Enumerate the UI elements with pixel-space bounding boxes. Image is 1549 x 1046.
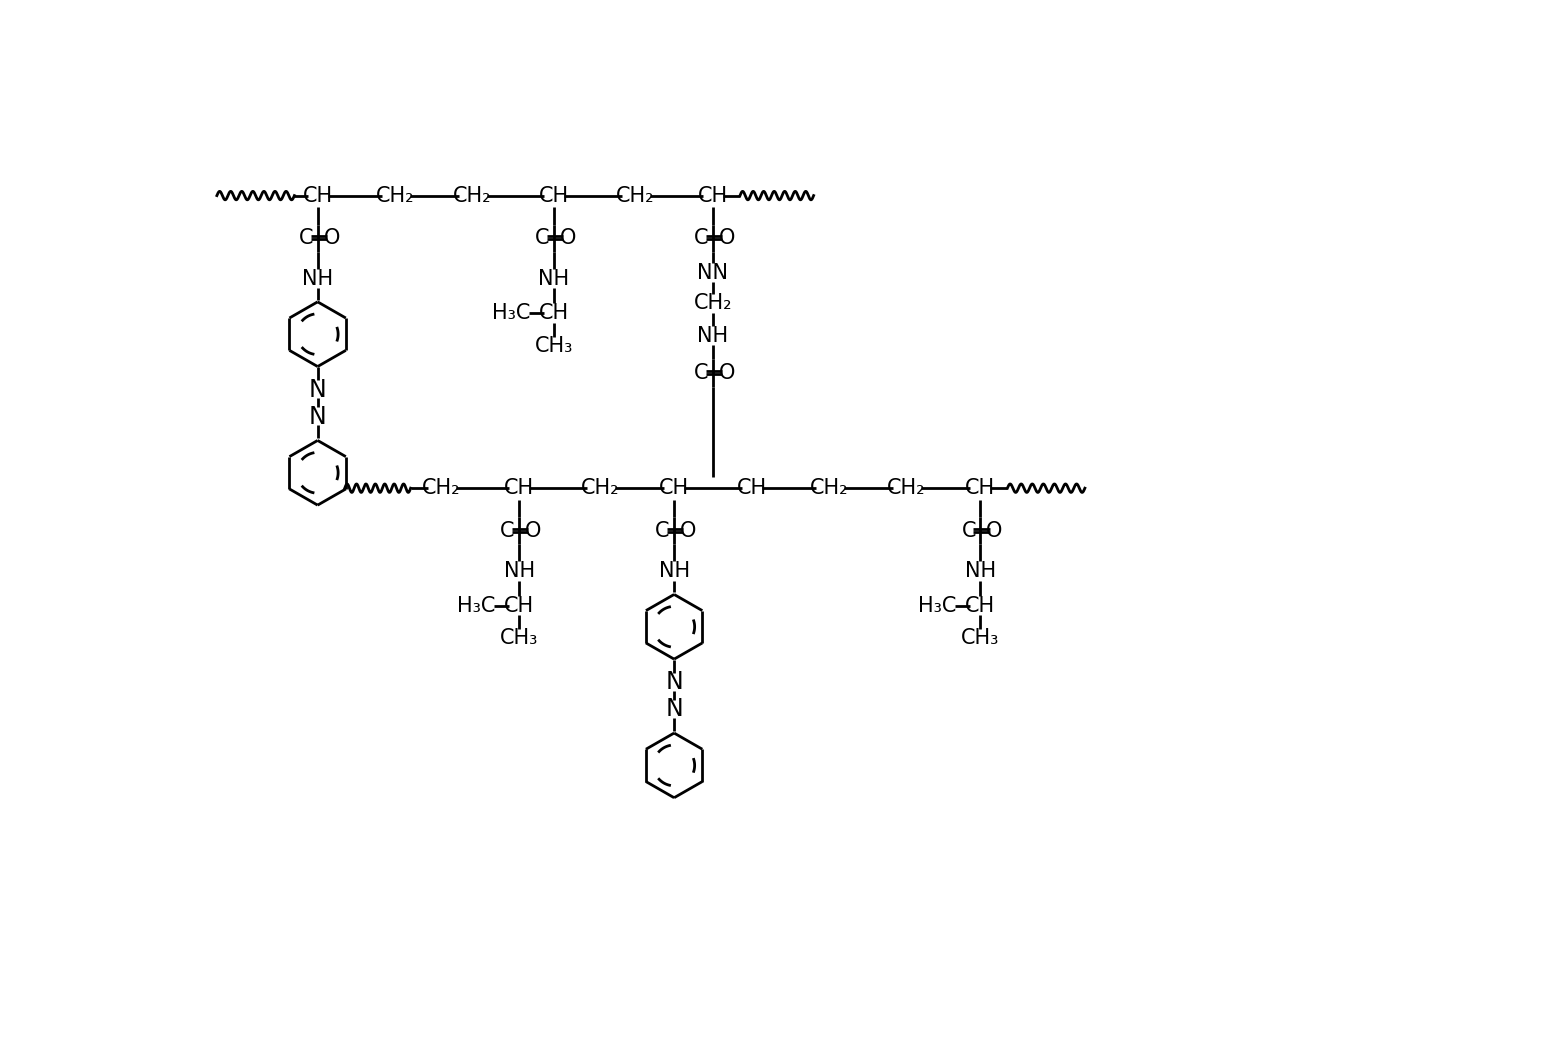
Text: N: N (665, 698, 683, 721)
Text: CH: CH (503, 478, 534, 498)
Text: C: C (500, 521, 514, 541)
Text: CH: CH (965, 478, 996, 498)
Text: CH: CH (697, 185, 728, 206)
Text: H₃C: H₃C (493, 303, 531, 323)
Text: NN: NN (697, 263, 728, 282)
Text: C: C (534, 228, 550, 248)
Text: CH: CH (539, 303, 568, 323)
Text: NH: NH (302, 269, 333, 289)
Text: O: O (680, 521, 696, 541)
Text: CH₂: CH₂ (423, 478, 462, 498)
Text: C: C (962, 521, 976, 541)
Text: NH: NH (658, 562, 689, 582)
Text: CH₂: CH₂ (617, 185, 655, 206)
Text: CH₂: CH₂ (694, 293, 733, 314)
Text: O: O (559, 228, 576, 248)
Text: CH₂: CH₂ (888, 478, 926, 498)
Text: N: N (665, 670, 683, 695)
Text: H₃C: H₃C (919, 596, 957, 616)
Text: CH₃: CH₃ (500, 629, 539, 649)
Text: CH: CH (658, 478, 689, 498)
Text: O: O (987, 521, 1002, 541)
Text: CH: CH (539, 185, 568, 206)
Text: C: C (694, 363, 708, 383)
Text: NH: NH (965, 562, 996, 582)
Text: CH₃: CH₃ (534, 336, 573, 356)
Text: CH: CH (302, 185, 333, 206)
Text: O: O (719, 363, 736, 383)
Text: O: O (525, 521, 541, 541)
Text: CH₂: CH₂ (581, 478, 620, 498)
Text: NH: NH (697, 325, 728, 346)
Text: O: O (719, 228, 736, 248)
Text: N: N (308, 405, 327, 429)
Text: N: N (308, 378, 327, 402)
Text: NH: NH (539, 269, 570, 289)
Text: O: O (324, 228, 339, 248)
Text: CH: CH (503, 596, 534, 616)
Text: C: C (299, 228, 313, 248)
Text: CH: CH (965, 596, 996, 616)
Text: CH: CH (737, 478, 767, 498)
Text: NH: NH (503, 562, 534, 582)
Text: CH₂: CH₂ (376, 185, 415, 206)
Text: CH₂: CH₂ (810, 478, 849, 498)
Text: CH₃: CH₃ (960, 629, 999, 649)
Text: H₃C: H₃C (457, 596, 496, 616)
Text: C: C (655, 521, 669, 541)
Text: CH₂: CH₂ (454, 185, 493, 206)
Text: C: C (694, 228, 708, 248)
